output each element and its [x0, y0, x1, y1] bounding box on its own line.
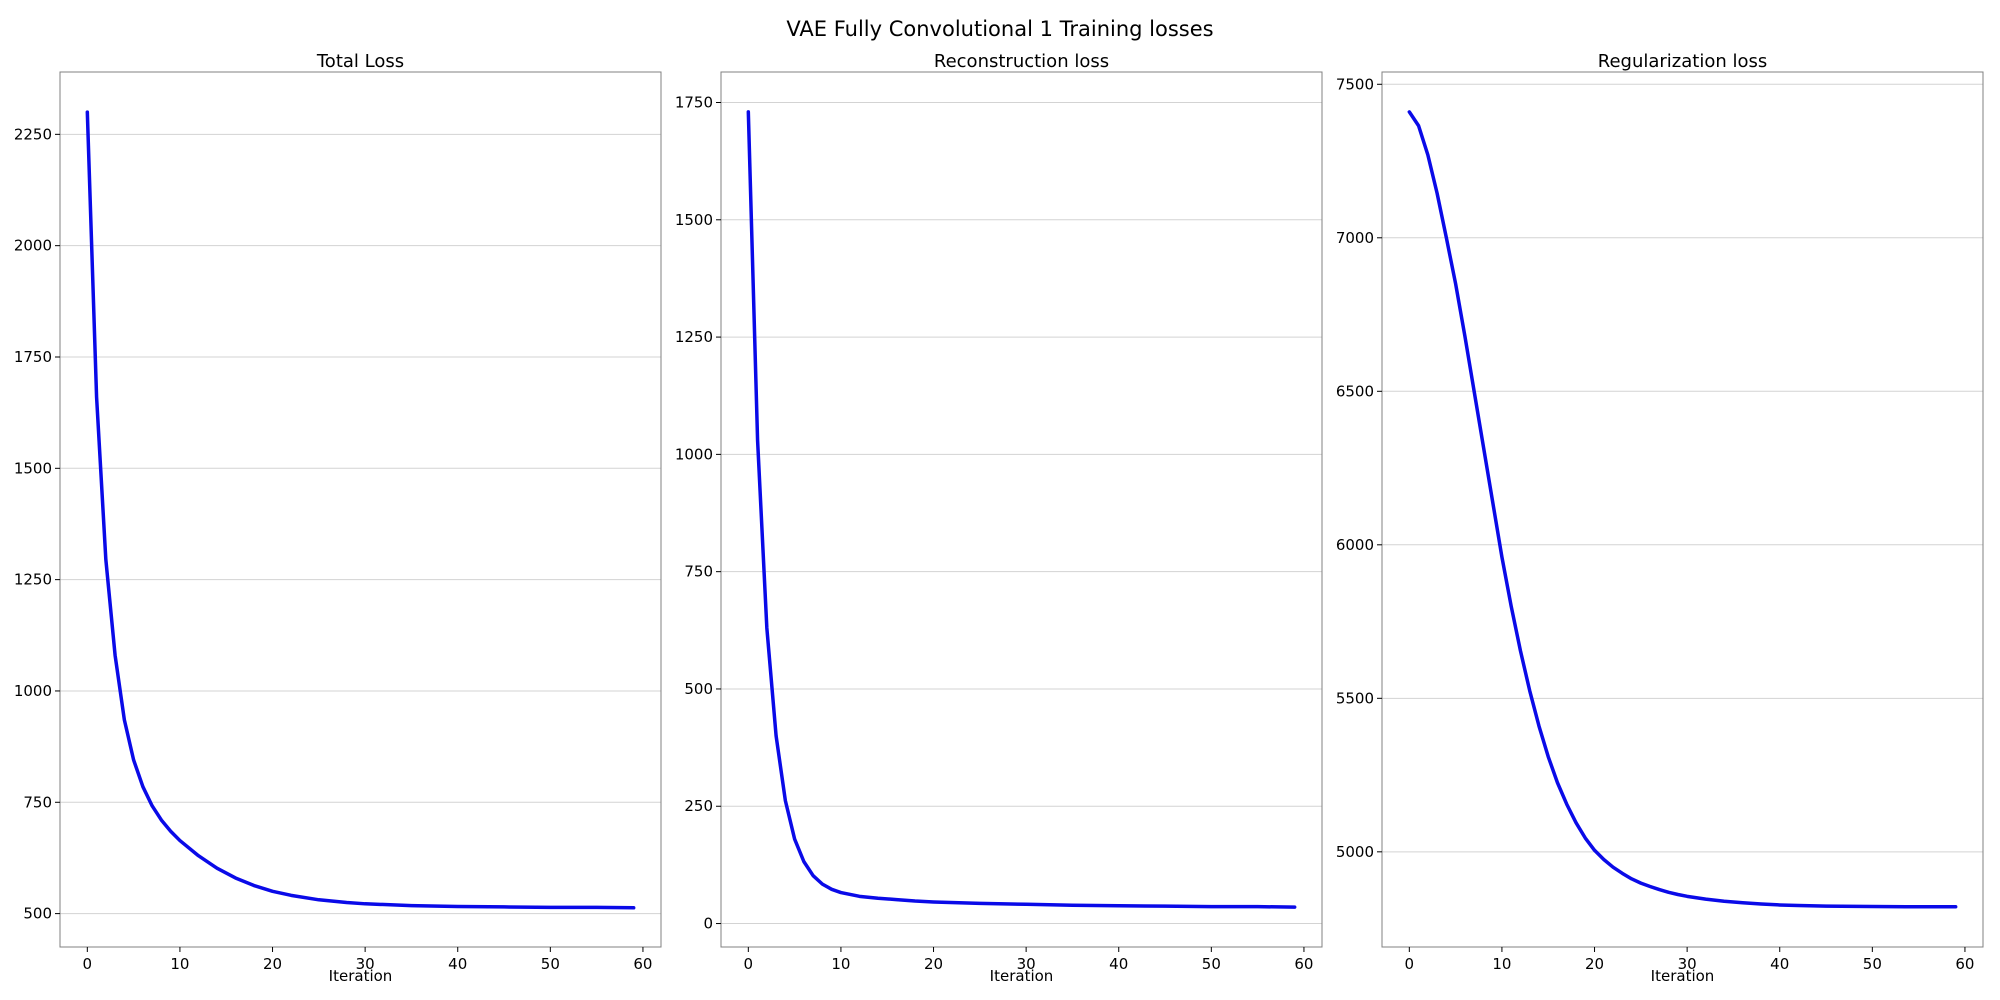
reconstruction-loss-x-tick-label: 10: [831, 955, 850, 973]
reconstruction-loss-panel: Reconstruction loss Iteration 0 10 20 30 40 5…: [675, 51, 1323, 985]
total-loss-y-tick-label: 2000: [14, 237, 52, 255]
total-loss-y-tick-label: 1500: [14, 459, 52, 477]
reconstruction-loss-y-tick-label: 1000: [675, 445, 713, 463]
regularization-loss-y-tick-label: 5500: [1336, 689, 1374, 707]
regularization-loss-title: Regularization loss: [1598, 51, 1768, 72]
regularization-loss-x-axis-label: Iteration: [1651, 967, 1715, 985]
total-loss-title: Total Loss: [316, 51, 404, 72]
total-loss-y-tick-label: 750: [23, 793, 52, 811]
regularization-loss-y-tick-label: 7500: [1336, 75, 1374, 93]
regularization-loss-series-line: [1407, 110, 1958, 909]
total-loss-x-tick-label: 40: [448, 955, 467, 973]
regularization-loss-x-tick-label: 0: [1405, 955, 1415, 973]
regularization-loss-axes-frame: [1381, 71, 1984, 948]
reconstruction-loss-x-tick-label: 60: [1294, 955, 1313, 973]
reconstruction-loss-y-tick-label: 500: [684, 680, 713, 698]
total-loss-panel: Total Loss Iteration 0 10 20 30 40 50 60 500 750…: [14, 51, 662, 985]
total-loss-x-tick-label: 60: [633, 955, 652, 973]
regularization-loss-x-tick-label: 30: [1678, 955, 1697, 973]
regularization-loss-x-tick-label: 50: [1863, 955, 1882, 973]
reconstruction-loss-x-tick-label: 20: [924, 955, 943, 973]
regularization-loss-x-tick-label: 10: [1492, 955, 1511, 973]
total-loss-y-tick-label: 1750: [14, 348, 52, 366]
total-loss-x-tick-label: 30: [356, 955, 375, 973]
regularization-loss-y-tick-label: 6000: [1336, 536, 1374, 554]
reconstruction-loss-x-tick-label: 40: [1109, 955, 1128, 973]
regularization-loss-y-tick-label: 7000: [1336, 229, 1374, 247]
reconstruction-loss-y-tick-label: 1750: [675, 93, 713, 111]
regularization-loss-x-tick-label: 20: [1585, 955, 1604, 973]
regularization-loss-y-tick-label: 5000: [1336, 843, 1374, 861]
reconstruction-loss-y-tick-label: 750: [684, 563, 713, 581]
total-loss-x-axis-label: Iteration: [329, 967, 393, 985]
total-loss-y-tick-label: 1000: [14, 682, 52, 700]
reconstruction-loss-y-tick-label: 250: [684, 797, 713, 815]
reconstruction-loss-series-line: [746, 110, 1297, 909]
total-loss-y-tick-label: 2250: [14, 125, 52, 143]
total-loss-axes-frame: [59, 71, 662, 948]
total-loss-y-tick-label: 1250: [14, 571, 52, 589]
total-loss-x-tick-label: 50: [541, 955, 560, 973]
reconstruction-loss-y-tick-label: 1500: [675, 211, 713, 229]
reconstruction-loss-x-tick-label: 30: [1017, 955, 1036, 973]
total-loss-x-tick-label: 10: [170, 955, 189, 973]
reconstruction-loss-x-tick-label: 0: [744, 955, 754, 973]
regularization-loss-y-tick-label: 6500: [1336, 382, 1374, 400]
reconstruction-loss-x-tick-label: 50: [1202, 955, 1221, 973]
reconstruction-loss-axes-frame: [720, 71, 1323, 948]
total-loss-x-tick-label: 20: [263, 955, 282, 973]
reconstruction-loss-y-tick-label: 1250: [675, 328, 713, 346]
total-loss-series-line: [85, 110, 636, 910]
total-loss-y-tick-label: 500: [23, 905, 52, 923]
figure-title: VAE Fully Convolutional 1 Training losse…: [786, 17, 1213, 41]
reconstruction-loss-x-axis-label: Iteration: [990, 967, 1054, 985]
regularization-loss-panel: Regularization loss Iteration 0 10 20 30 40 5…: [1336, 51, 1984, 985]
regularization-loss-x-tick-label: 60: [1955, 955, 1974, 973]
regularization-loss-x-tick-label: 40: [1770, 955, 1789, 973]
reconstruction-loss-title: Reconstruction loss: [934, 51, 1109, 72]
total-loss-x-tick-label: 0: [83, 955, 93, 973]
reconstruction-loss-y-tick-label: 0: [703, 915, 713, 933]
